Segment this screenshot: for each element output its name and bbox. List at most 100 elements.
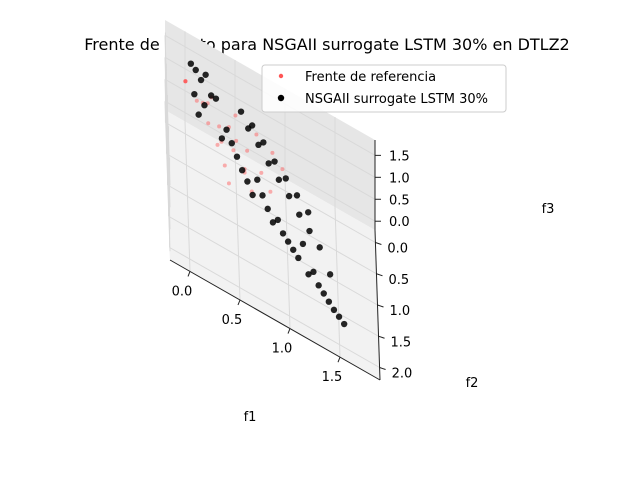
- y-tick: [379, 367, 386, 370]
- surrogate-point: [305, 271, 312, 278]
- surrogate-point: [340, 320, 348, 328]
- reference-point: [183, 79, 188, 84]
- y-tick: [378, 335, 385, 339]
- surrogate-point: [275, 176, 283, 183]
- surrogate-point: [228, 139, 235, 147]
- x-tick-label: 1.5: [322, 370, 343, 385]
- grid-line: [164, 57, 171, 208]
- surrogate-point: [335, 313, 343, 320]
- grid-line: [164, 78, 376, 200]
- surrogate-point: [271, 158, 278, 165]
- reference-point: [268, 189, 273, 194]
- legend-marker-surrogate: [277, 94, 285, 102]
- surrogate-point: [201, 102, 208, 109]
- surrogate-point: [248, 122, 256, 129]
- x-axis-line: [169, 259, 381, 381]
- surrogate-point: [269, 219, 277, 226]
- grid-line: [165, 122, 376, 243]
- surrogate-point: [316, 244, 323, 251]
- surrogate-point: [299, 240, 307, 248]
- z-tick-label: 0.5: [389, 193, 410, 208]
- legend-label-reference: Frente de referencia: [305, 70, 436, 85]
- legend-box: [261, 64, 507, 113]
- grid-line: [166, 153, 377, 275]
- grid-line: [169, 247, 380, 368]
- surrogate-point: [244, 178, 251, 185]
- x-tick: [237, 299, 241, 306]
- grid-line: [167, 184, 378, 306]
- x-tick: [287, 328, 291, 334]
- surrogate-point: [320, 290, 327, 297]
- surrogate-point: [223, 126, 230, 133]
- legend: Frente de referencia NSGAII surrogate LS…: [261, 64, 507, 113]
- surrogate-point: [260, 139, 267, 146]
- surrogate-point: [195, 111, 202, 118]
- surrogate-point: [285, 192, 293, 200]
- reference-point: [183, 79, 188, 84]
- reference-point: [215, 142, 220, 147]
- surrogate-point: [249, 191, 256, 199]
- right-wall-pane: [165, 20, 375, 230]
- x-tick-label: 0.5: [222, 313, 243, 328]
- surrogate-point: [295, 254, 302, 262]
- grid-line: [168, 215, 379, 337]
- surrogate-point: [264, 205, 271, 213]
- y-tick: [375, 242, 382, 245]
- surrogate-point: [293, 192, 301, 199]
- y-tick: [377, 304, 384, 308]
- surrogate-point: [296, 211, 303, 218]
- reference-point: [217, 124, 222, 129]
- surrogate-point: [290, 246, 297, 253]
- reference-point: [254, 132, 259, 137]
- grid-line: [164, 79, 171, 230]
- y-tick-label: 1.0: [390, 304, 411, 319]
- y-tick-label: 0.5: [388, 273, 409, 288]
- z-axis-label: f3: [542, 202, 555, 217]
- x-tick-label: 1.0: [272, 342, 293, 357]
- surrogate-point: [265, 160, 272, 167]
- surrogate-point: [284, 238, 292, 245]
- scatter-points: [183, 60, 348, 328]
- surrogate-point: [207, 92, 215, 99]
- x-tick: [187, 271, 191, 277]
- reference-point: [231, 148, 236, 153]
- surrogate-point: [192, 66, 199, 74]
- axes-grid: [164, 31, 380, 368]
- z-tick-label: 1.0: [389, 171, 410, 186]
- surrogate-point: [274, 216, 282, 224]
- z-tick-label: 1.5: [389, 149, 410, 164]
- surrogate-point: [191, 90, 198, 98]
- reference-point: [183, 79, 188, 84]
- surrogate-point: [306, 227, 313, 235]
- surrogate-point: [187, 60, 195, 67]
- y-tick-label: 0.0: [387, 242, 408, 257]
- x-axis-label: f1: [244, 410, 257, 425]
- grid-line: [164, 101, 171, 252]
- surrogate-point: [255, 141, 262, 149]
- x-tick-label: 0.0: [172, 284, 193, 299]
- surrogate-point: [254, 176, 261, 183]
- y-tick-label: 2.0: [392, 367, 413, 382]
- legend-label-surrogate: NSGAII surrogate LSTM 30%: [305, 92, 488, 107]
- reference-point: [233, 113, 238, 118]
- reference-point: [234, 138, 239, 143]
- axes-ticks: 0.0 0.5 1.0 1.5 0.0 0.5 1.0 1.5 2.0 0.0 0.5 1.0 1.5: [172, 149, 413, 385]
- surrogate-point: [218, 135, 226, 142]
- surrogate-point: [330, 306, 338, 314]
- surrogate-point: [237, 108, 245, 115]
- reference-point: [183, 79, 188, 84]
- y-axis-label: f2: [466, 376, 479, 391]
- surrogate-point: [304, 209, 312, 216]
- reference-point: [270, 150, 275, 155]
- reference-point: [259, 170, 264, 175]
- surrogate-point: [315, 282, 322, 289]
- surrogate-point: [197, 76, 205, 84]
- y-tick-label: 1.5: [391, 335, 412, 350]
- reference-point: [206, 121, 211, 126]
- surrogate-point: [310, 268, 317, 276]
- surrogate-point: [259, 192, 266, 199]
- surrogate-point: [282, 175, 289, 182]
- reference-point: [280, 167, 285, 172]
- reference-point: [222, 163, 227, 168]
